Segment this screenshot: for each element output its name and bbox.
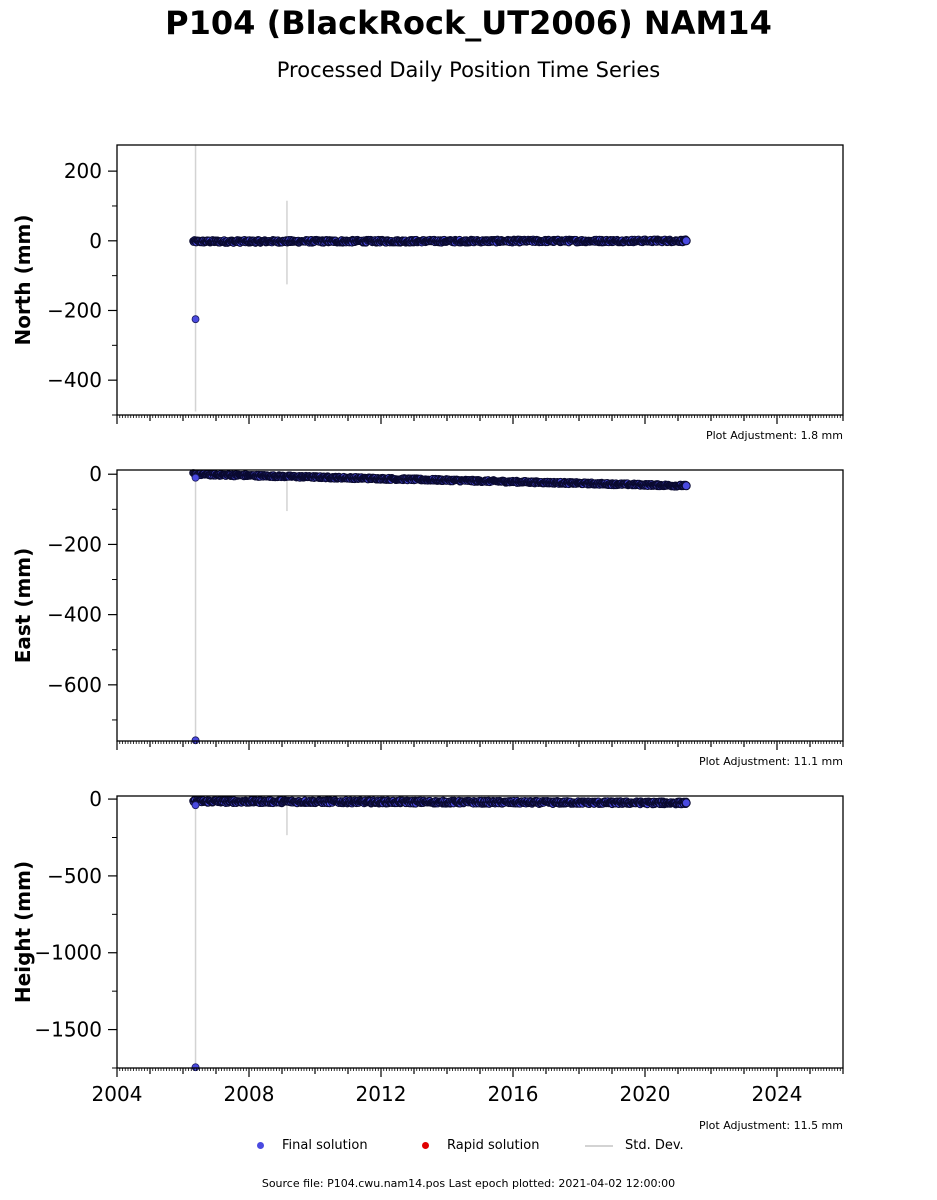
- plot-adjustment-label: Plot Adjustment: 1.8 mm: [706, 429, 843, 442]
- x-tick-label: 2016: [488, 1082, 539, 1106]
- axes-frame: [116, 144, 844, 416]
- legend-rapid-label: Rapid solution: [447, 1138, 540, 1153]
- outlier-point: [191, 736, 200, 745]
- legend-final-label: Final solution: [282, 1138, 368, 1153]
- chart-title: P104 (BlackRock_UT2006) NAM14: [165, 4, 772, 42]
- rapid-solution-marker: [422, 1142, 429, 1149]
- chart-subtitle: Processed Daily Position Time Series: [276, 58, 661, 82]
- x-tick-label: 2004: [92, 1082, 143, 1106]
- x-tick-label: 2008: [224, 1082, 275, 1106]
- y-tick-label: 0: [89, 229, 102, 253]
- axes-frame: [116, 795, 844, 1069]
- y-tick-label: −1500: [34, 1018, 102, 1042]
- y-axis-label: Height (mm): [11, 861, 35, 1003]
- y-tick-label: −1000: [34, 941, 102, 965]
- legend-final: Final solution: [257, 1138, 368, 1153]
- x-tick-label: 2024: [752, 1082, 803, 1106]
- source-footer: Source file: P104.cwu.nam14.pos Last epo…: [261, 1177, 676, 1190]
- panel-2: 0 −500 −1000 −1500 2004 2008 2012 2016 2020 2024 H…: [11, 787, 844, 1132]
- y-tick-label: 200: [64, 159, 102, 183]
- legend-rapid: Rapid solution: [422, 1138, 539, 1153]
- data-point: [681, 236, 691, 246]
- outlier-point: [191, 1063, 200, 1072]
- legend: Final solution Rapid solution Std. Dev.: [0, 1138, 937, 1158]
- y-tick-label: −200: [47, 532, 102, 556]
- y-tick-label: 0: [89, 787, 102, 811]
- y-tick-label: −500: [47, 864, 102, 888]
- outlier-point: [191, 315, 200, 324]
- y-tick-label: 0: [89, 462, 102, 486]
- y-axis-label: North (mm): [11, 214, 35, 345]
- final-solution-marker: [257, 1142, 264, 1149]
- plot-adjustment-label: Plot Adjustment: 11.5 mm: [699, 1119, 843, 1132]
- panel-1: 0 −200 −400 −600 East (mm) Plot Adjustment: 1…: [11, 462, 844, 768]
- std-dev-line-marker: [585, 1144, 613, 1147]
- panel-0: 200 0 −200 −400 North (mm) Plot Adjustment: 1…: [11, 144, 844, 442]
- y-tick-label: −600: [47, 673, 102, 697]
- axes-frame: [116, 469, 844, 742]
- data-point: [681, 798, 691, 808]
- y-tick-label: −400: [47, 603, 102, 627]
- y-axis-label: East (mm): [11, 548, 35, 664]
- legend-std-label: Std. Dev.: [625, 1138, 684, 1153]
- x-tick-label: 2012: [356, 1082, 407, 1106]
- outlier-point: [191, 801, 200, 810]
- x-tick-label: 2020: [620, 1082, 671, 1106]
- y-tick-label: −200: [47, 298, 102, 322]
- outlier-point: [191, 473, 200, 482]
- data-point: [681, 481, 691, 491]
- y-tick-label: −400: [47, 368, 102, 392]
- plot-adjustment-label: Plot Adjustment: 11.1 mm: [699, 755, 843, 768]
- legend-std: Std. Dev.: [585, 1138, 684, 1153]
